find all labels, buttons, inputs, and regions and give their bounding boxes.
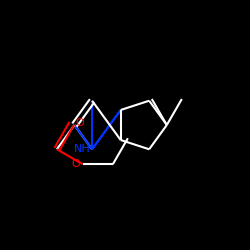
Text: NH: NH: [74, 144, 90, 154]
Text: O: O: [71, 159, 80, 169]
Text: O: O: [75, 118, 84, 128]
